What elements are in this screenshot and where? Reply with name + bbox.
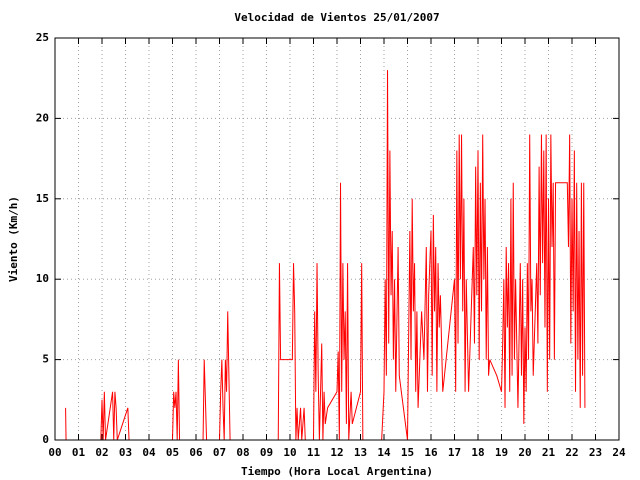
x-tick-label: 09 (260, 446, 273, 459)
x-tick-label: 00 (48, 446, 61, 459)
data-line (65, 70, 586, 441)
x-tick-label: 16 (424, 446, 438, 459)
plot-border (54, 37, 620, 441)
x-tick-label: 23 (589, 446, 602, 459)
x-tick-label: 24 (612, 446, 626, 459)
y-tick-label: 20 (36, 111, 49, 124)
x-tick-label: 22 (565, 446, 578, 459)
x-tick-label: 18 (471, 446, 484, 459)
y-tick-label: 0 (42, 433, 49, 446)
x-tick-label: 12 (330, 446, 343, 459)
x-tick-label: 07 (213, 446, 226, 459)
x-tick-label: 02 (95, 446, 108, 459)
x-tick-label: 04 (142, 446, 156, 459)
x-tick-label: 15 (401, 446, 414, 459)
x-tick-label: 21 (542, 446, 556, 459)
x-tick-label: 10 (283, 446, 296, 459)
x-axis-label: Tiempo (Hora Local Argentina) (241, 465, 433, 478)
chart-title: Velocidad de Vientos 25/01/2007 (234, 11, 439, 24)
x-tick-label: 13 (354, 446, 367, 459)
x-tick-label: 03 (119, 446, 132, 459)
x-tick-label: 17 (448, 446, 461, 459)
y-tick-label: 5 (42, 353, 49, 366)
x-tick-label: 20 (518, 446, 531, 459)
x-tick-label: 08 (236, 446, 249, 459)
x-tick-label: 11 (307, 446, 321, 459)
x-tick-label: 06 (189, 446, 203, 459)
y-axis-label: Viento (Km/h) (7, 196, 20, 282)
y-tick-label: 10 (36, 272, 49, 285)
y-tick-label: 25 (36, 31, 49, 44)
x-tick-label: 14 (377, 446, 391, 459)
x-tick-label: 05 (166, 446, 179, 459)
y-tick-label: 15 (36, 192, 49, 205)
x-tick-label: 19 (495, 446, 508, 459)
x-tick-label: 01 (72, 446, 86, 459)
